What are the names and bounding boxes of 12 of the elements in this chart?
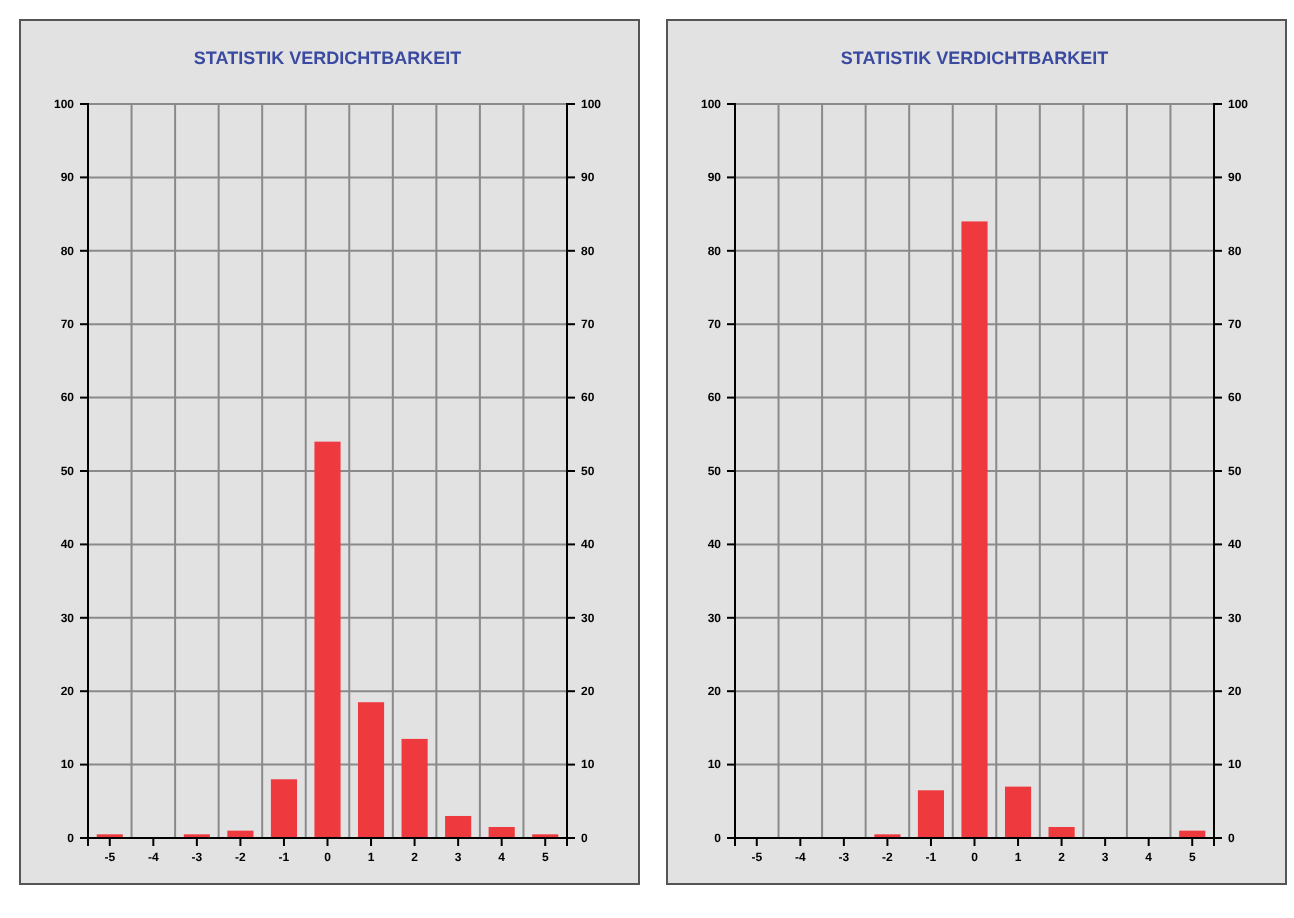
bar — [961, 221, 988, 838]
bar — [488, 826, 515, 838]
bar — [445, 815, 472, 838]
bar — [357, 702, 385, 838]
chart-title: STATISTIK VERDICHTBARKEIT — [840, 48, 1110, 68]
bar — [401, 738, 428, 838]
bar — [917, 790, 945, 838]
bar — [314, 441, 341, 838]
chart-title: STATISTIK VERDICHTBARKEIT — [193, 48, 463, 68]
bar — [270, 779, 298, 838]
bar — [1004, 786, 1032, 838]
bar — [1048, 826, 1075, 838]
